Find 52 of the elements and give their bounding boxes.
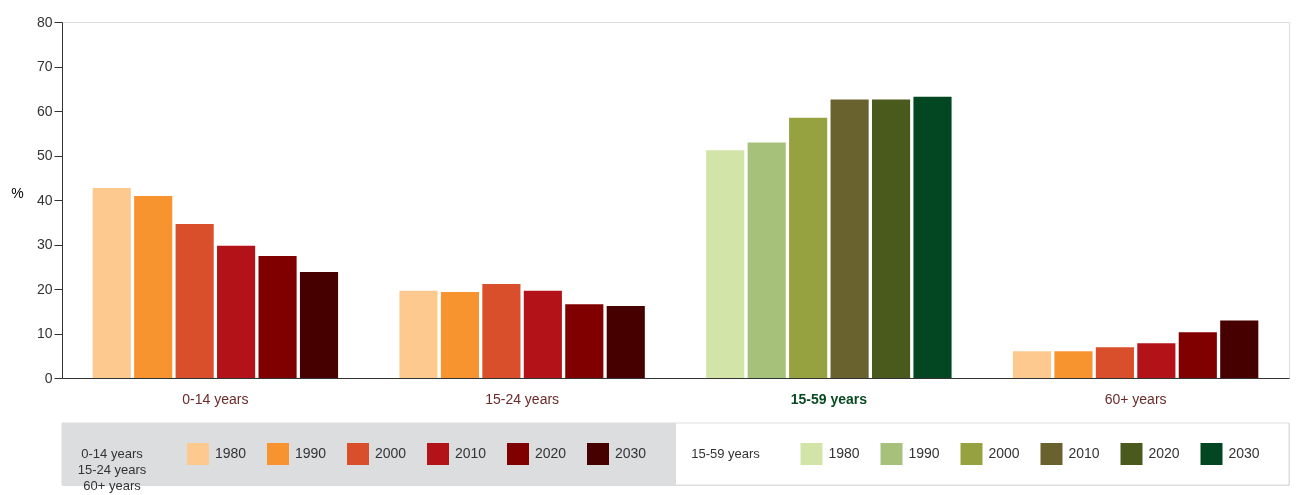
- bar: [440, 292, 480, 378]
- legend-label: 1980: [828, 445, 860, 461]
- y-tick-label: 30: [36, 236, 53, 252]
- bar: [1054, 351, 1093, 378]
- legend-label: 2030: [615, 445, 647, 461]
- bar: [299, 272, 339, 378]
- x-tick-label: 60+ years: [1104, 391, 1167, 407]
- legend-label: 1990: [295, 445, 327, 461]
- legend-label: 1980: [215, 445, 247, 461]
- bar: [1137, 343, 1176, 378]
- bar: [399, 290, 438, 378]
- y-tick-label: 0: [44, 369, 53, 386]
- bar: [92, 187, 131, 378]
- legend-label: 2000: [988, 445, 1020, 461]
- text: 0-14 years 15-24 years 60+ years: [77, 446, 147, 493]
- bar: [565, 304, 604, 378]
- x-tick-label: 0-14 years: [182, 391, 249, 407]
- y-tick-label: 20: [36, 280, 53, 297]
- bar: [1095, 347, 1134, 378]
- legend-label: 2010: [455, 445, 487, 461]
- x-tick-label: 15-59 years: [790, 391, 868, 407]
- y-tick-label: 70: [36, 58, 53, 74]
- legend-label: 1990: [908, 445, 940, 461]
- bar: [1178, 332, 1217, 378]
- legend-label: 2020: [1148, 445, 1180, 461]
- legend-label: 2030: [1228, 445, 1260, 461]
- bar: [134, 196, 173, 378]
- legend-label: 2000: [375, 445, 407, 461]
- bar: [830, 99, 869, 378]
- y-tick-label: 80: [36, 13, 53, 30]
- bar: [258, 256, 297, 378]
- y-tick-label: 60: [36, 102, 53, 119]
- bar: [523, 290, 562, 378]
- bar: [217, 245, 256, 378]
- bar: [789, 117, 828, 378]
- bar: [1012, 351, 1052, 378]
- y-tick-label: 40: [36, 191, 53, 208]
- bar: [175, 224, 214, 378]
- bar: [706, 150, 745, 378]
- legend-label: 2020: [535, 445, 567, 461]
- y-axis-title: %: [11, 184, 24, 201]
- bar: [482, 284, 521, 378]
- bar: [913, 96, 952, 378]
- bar: [747, 142, 786, 378]
- y-tick-label: 10: [36, 325, 53, 341]
- bar: [606, 305, 645, 378]
- y-tick-label: 50: [36, 147, 53, 163]
- x-tick-label: 15-24 years: [485, 391, 560, 407]
- bar: [1220, 320, 1259, 378]
- text: 15-59 years: [691, 446, 761, 461]
- bar: [871, 99, 911, 378]
- legend-label: 2010: [1068, 445, 1100, 461]
